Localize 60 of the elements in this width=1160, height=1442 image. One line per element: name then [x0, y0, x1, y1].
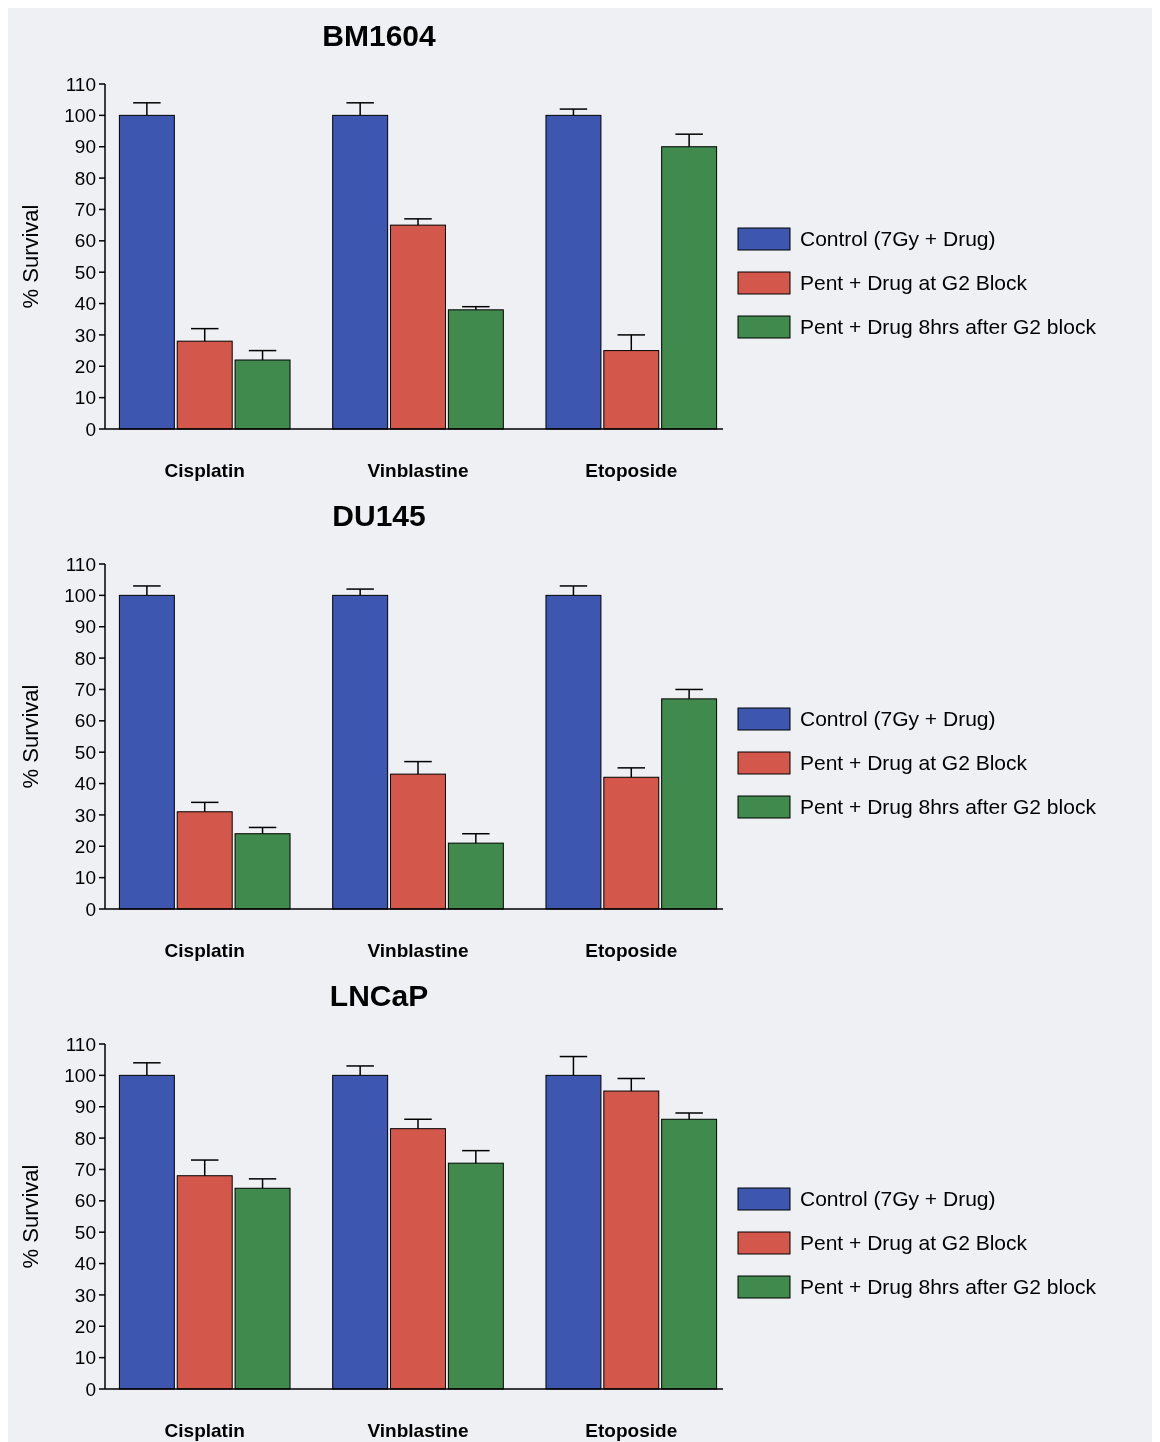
y-tick-label: 20 [74, 355, 96, 377]
x-tick-label: Etoposide [585, 460, 678, 481]
y-tick-label: 80 [74, 647, 96, 669]
x-tick-label: Etoposide [585, 940, 678, 961]
legend-label: Pent + Drug 8hrs after G2 block [800, 315, 1097, 339]
chart-title: DU145 [332, 499, 426, 532]
y-tick-label: 0 [85, 898, 96, 920]
x-tick-label: Cisplatin [164, 940, 245, 961]
y-tick-label: 100 [64, 105, 96, 127]
y-tick-label: 70 [74, 199, 96, 221]
y-axis-title: % Survival [18, 204, 43, 309]
y-tick-label: 30 [74, 1284, 96, 1306]
y-tick-label: 40 [74, 773, 96, 795]
y-tick-label: 20 [74, 1315, 96, 1337]
y-tick-label: 90 [74, 1096, 96, 1118]
y-axis-title: % Survival [18, 1164, 43, 1269]
y-tick-label: 60 [74, 1190, 96, 1212]
y-axis-title: % Survival [18, 684, 43, 789]
y-tick-label: 70 [74, 1159, 96, 1181]
legend-label: Control (7Gy + Drug) [800, 707, 996, 731]
y-tick-label: 90 [74, 616, 96, 638]
y-tick-label: 0 [85, 418, 96, 440]
y-tick-label: 10 [74, 867, 96, 889]
y-tick-label: 100 [64, 1065, 96, 1087]
x-tick-label: Cisplatin [164, 460, 245, 481]
legend-label: Control (7Gy + Drug) [800, 227, 996, 251]
legend-label: Pent + Drug at G2 Block [800, 751, 1028, 775]
legend-label: Control (7Gy + Drug) [800, 1187, 996, 1211]
y-tick-label: 10 [74, 387, 96, 409]
legend-label: Pent + Drug 8hrs after G2 block [800, 1275, 1097, 1299]
y-tick-label: 70 [74, 679, 96, 701]
legend-label: Pent + Drug at G2 Block [800, 1231, 1028, 1255]
y-tick-label: 10 [74, 1347, 96, 1369]
y-tick-label: 20 [74, 835, 96, 857]
chart-title: LNCaP [329, 979, 429, 1012]
legend-label: Pent + Drug at G2 Block [800, 271, 1028, 295]
y-tick-label: 50 [74, 261, 96, 283]
y-tick-label: 0 [85, 1378, 96, 1400]
y-tick-label: 30 [74, 324, 96, 346]
y-tick-label: 60 [74, 230, 96, 252]
y-tick-label: 50 [74, 741, 96, 763]
y-tick-label: 80 [74, 1127, 96, 1149]
y-tick-label: 90 [74, 136, 96, 158]
y-tick-label: 30 [74, 804, 96, 826]
x-tick-label: Vinblastine [367, 1420, 469, 1441]
chart-title: BM1604 [322, 19, 437, 52]
y-tick-label: 40 [74, 293, 96, 315]
y-tick-label: 110 [65, 73, 96, 95]
x-tick-label: Cisplatin [164, 1420, 245, 1441]
y-tick-label: 110 [65, 1033, 96, 1055]
x-tick-label: Vinblastine [367, 940, 469, 961]
x-tick-label: Etoposide [585, 1420, 678, 1441]
x-tick-label: Vinblastine [367, 460, 469, 481]
y-tick-label: 40 [74, 1253, 96, 1275]
y-tick-label: 110 [65, 553, 96, 575]
y-tick-label: 50 [74, 1221, 96, 1243]
y-tick-label: 100 [64, 585, 96, 607]
legend-label: Pent + Drug 8hrs after G2 block [800, 795, 1097, 819]
y-tick-label: 80 [74, 167, 96, 189]
y-tick-label: 60 [74, 710, 96, 732]
